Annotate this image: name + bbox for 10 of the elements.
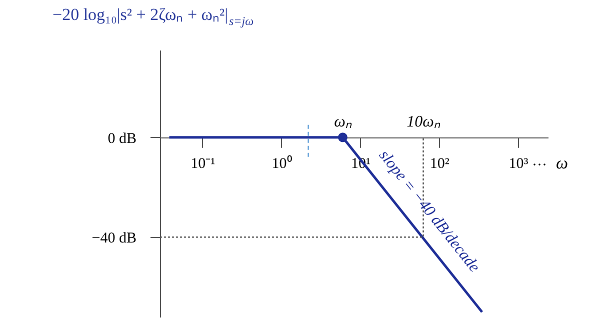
x-tick-label: 10⁻¹: [190, 156, 216, 172]
annotation: 10ωₙ: [406, 113, 441, 130]
x-tick-label: 10²: [430, 156, 450, 172]
x-tick-label: 10⁰: [272, 154, 292, 172]
annotation: ωₙ: [334, 113, 352, 130]
x-axis-title: ω: [556, 153, 568, 172]
y-tick-label: −40 dB: [92, 230, 136, 247]
y-tick-label: 0 dB: [108, 130, 136, 147]
x-tick-label: 10³: [508, 156, 529, 172]
annotation: ···: [532, 157, 548, 174]
